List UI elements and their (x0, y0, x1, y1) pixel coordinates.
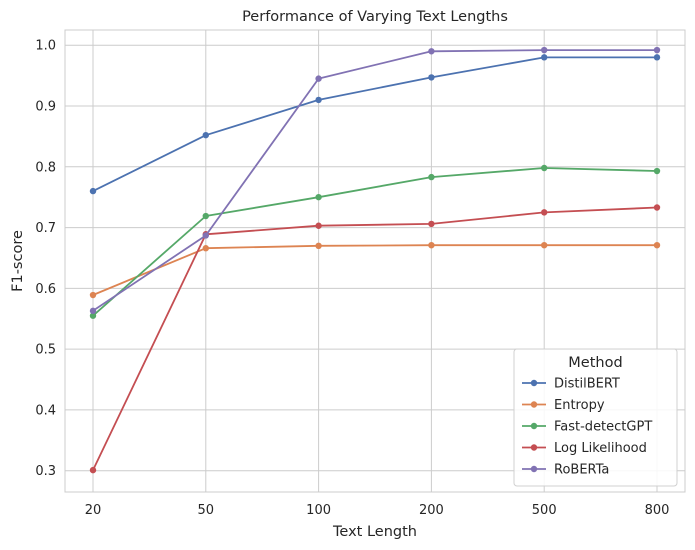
y-tick-label: 0.5 (35, 343, 56, 358)
x-tick-label: 500 (532, 503, 557, 518)
data-point (541, 54, 548, 61)
x-tick-label: 50 (198, 503, 215, 518)
y-axis-label: F1-score (10, 230, 26, 292)
y-axis-ticks: 0.3 0.4 0.5 0.6 0.7 0.8 0.9 1.0 (35, 39, 56, 480)
x-tick-label: 20 (85, 503, 102, 518)
legend-box (513, 348, 678, 487)
legend-label: DistilBERT (554, 377, 620, 392)
data-point (541, 164, 548, 172)
series-lines (89, 46, 661, 474)
legend-title: Method (568, 355, 622, 371)
data-point (541, 241, 548, 249)
data-point (89, 312, 97, 319)
series-line (92, 49, 657, 312)
data-point (541, 209, 548, 216)
data-point (428, 173, 435, 181)
x-tick-label: 200 (419, 503, 444, 518)
legend-label: Fast-detectGPT (554, 420, 652, 435)
data-point (653, 204, 661, 211)
data-point (428, 241, 435, 249)
legend-swatch-marker (530, 444, 538, 451)
legend-label: RoBERTa (554, 463, 609, 478)
data-point (89, 291, 97, 299)
y-tick-label: 0.3 (35, 464, 56, 479)
data-point (428, 48, 435, 55)
y-tick-label: 0.9 (35, 99, 56, 114)
legend-swatch-marker (530, 465, 538, 473)
x-tick-label: 100 (306, 503, 331, 518)
legend: Method DistilBERT Entropy Fast-detectGPT Lo… (513, 348, 678, 487)
series-line (92, 206, 658, 471)
data-point (315, 75, 322, 82)
legend-label: Entropy (554, 398, 605, 413)
data-point (202, 131, 209, 139)
data-point (315, 242, 322, 250)
y-tick-label: 0.6 (35, 282, 56, 297)
y-tick-label: 0.4 (35, 403, 56, 418)
y-tick-label: 1.0 (35, 39, 56, 54)
x-axis-label: Text Length (332, 524, 417, 540)
data-point (315, 96, 322, 104)
data-point (428, 220, 435, 228)
data-point (202, 232, 209, 239)
data-point (653, 241, 661, 249)
data-point (89, 187, 97, 195)
legend-swatch-marker (530, 422, 538, 430)
data-point (653, 54, 661, 61)
legend-swatch-marker (530, 401, 538, 408)
x-tick-label: 800 (645, 503, 670, 518)
data-point (653, 46, 661, 54)
legend-label: Log Likelihood (554, 441, 647, 456)
legend-swatch-marker (530, 379, 538, 387)
data-point (653, 167, 661, 175)
data-point (202, 212, 209, 220)
data-point (89, 307, 97, 315)
series-line (92, 56, 657, 192)
chart-title: Performance of Varying Text Lengths (242, 9, 508, 25)
y-tick-label: 0.7 (35, 221, 56, 236)
data-point (315, 222, 322, 229)
data-point (541, 46, 548, 54)
y-tick-label: 0.8 (35, 160, 56, 175)
data-point (428, 74, 435, 81)
data-point (315, 193, 322, 201)
series-line (92, 244, 657, 296)
data-point (202, 245, 209, 252)
series-line (92, 167, 658, 317)
x-axis-ticks: 20 50 100 200 500 800 (85, 503, 670, 518)
data-point (89, 466, 97, 474)
